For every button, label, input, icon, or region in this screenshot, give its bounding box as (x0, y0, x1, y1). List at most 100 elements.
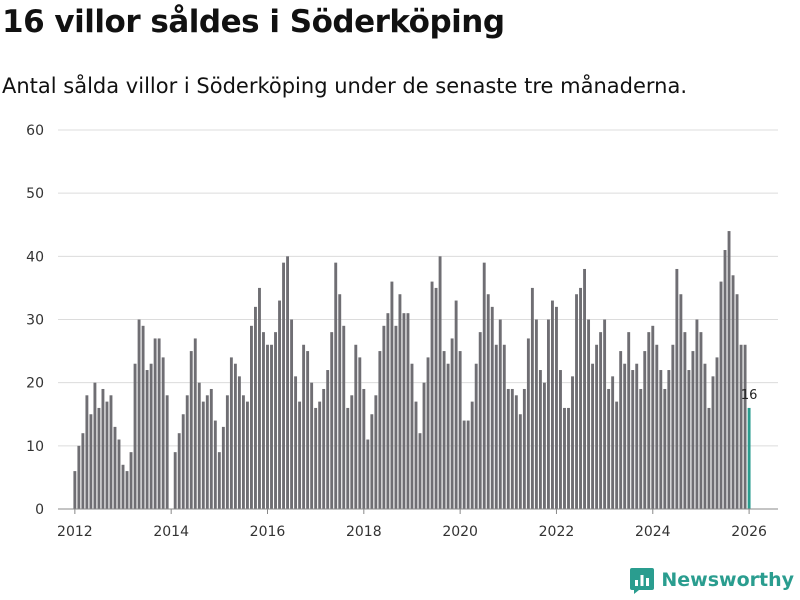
bar (450, 338, 454, 509)
bar (430, 281, 434, 509)
bar (306, 351, 310, 509)
x-tick-label: 2022 (539, 524, 575, 540)
bar (334, 262, 338, 509)
bar (731, 275, 735, 509)
bar (302, 344, 306, 509)
bar (599, 332, 603, 509)
bar (250, 325, 253, 509)
bar (97, 407, 101, 509)
bar (510, 388, 514, 509)
bar (81, 433, 85, 509)
bar (370, 414, 374, 509)
x-tick-label: 2020 (442, 524, 478, 540)
bar (466, 420, 470, 509)
y-tick-label: 10 (26, 439, 44, 455)
y-tick-label: 20 (26, 376, 44, 392)
bar (619, 351, 623, 509)
bar (254, 306, 257, 509)
bar (551, 300, 554, 509)
bar (675, 268, 679, 509)
bar (534, 319, 538, 509)
bar (583, 268, 586, 509)
bar (270, 344, 273, 509)
bar (310, 382, 314, 509)
y-tick-label: 30 (26, 313, 44, 329)
bar (490, 306, 494, 509)
bar (571, 376, 574, 509)
brand-logo: Newsworthy (629, 566, 794, 594)
bar (185, 395, 189, 509)
bar (350, 395, 354, 509)
bar (121, 464, 125, 509)
bar (209, 388, 213, 509)
bar (655, 344, 659, 509)
bar (229, 357, 233, 509)
bar (603, 319, 607, 509)
bar (362, 388, 366, 509)
chart-subtitle: Antal sålda villor i Söderköping under d… (2, 74, 687, 98)
bar (667, 370, 671, 509)
bar (398, 294, 402, 509)
bar (241, 395, 245, 509)
bar (727, 231, 731, 510)
bar (587, 319, 591, 509)
x-tick-label: 2016 (250, 524, 286, 540)
bar (502, 344, 506, 509)
bar (237, 376, 241, 509)
bar (153, 338, 157, 509)
bar (266, 344, 269, 509)
bar (189, 351, 193, 509)
bar (627, 332, 631, 509)
bar (671, 344, 675, 509)
bar (442, 351, 446, 509)
bar (663, 388, 667, 509)
bar (402, 313, 406, 509)
x-tick-label: 2024 (635, 524, 671, 540)
bar (294, 376, 298, 509)
bar (719, 281, 723, 509)
newsworthy-logo-icon (630, 568, 655, 594)
bar (221, 426, 225, 509)
bar (434, 287, 438, 509)
bar (410, 363, 414, 509)
bar (494, 344, 498, 509)
bar (181, 414, 185, 509)
bar (643, 351, 647, 509)
x-tick-label: 2014 (153, 524, 189, 540)
bar (85, 395, 89, 509)
bar (129, 452, 133, 509)
brand-name: Newsworthy (661, 569, 794, 591)
y-tick-label: 50 (26, 186, 44, 202)
bar (542, 382, 546, 509)
bar (683, 332, 687, 509)
bar (691, 351, 695, 509)
bar (338, 294, 342, 509)
bar (233, 363, 237, 509)
bar (342, 325, 346, 509)
bar (687, 370, 691, 509)
bar (145, 370, 149, 509)
bar (149, 363, 153, 509)
bar (165, 395, 169, 509)
bar (639, 388, 643, 509)
bar (518, 414, 522, 509)
bar (326, 370, 330, 509)
bar (707, 407, 711, 509)
bar (530, 287, 534, 509)
bar (258, 287, 261, 509)
bar (201, 401, 205, 509)
bar (651, 325, 655, 509)
bar (591, 363, 595, 509)
bar (314, 407, 318, 509)
bar (699, 332, 703, 509)
bar (346, 407, 350, 509)
bar (213, 420, 217, 509)
bar (498, 319, 502, 509)
bar (506, 388, 510, 509)
bar (555, 306, 558, 509)
bar (278, 300, 281, 509)
bar (217, 452, 221, 509)
x-tick-label: 2026 (731, 524, 767, 540)
bar (173, 452, 177, 509)
bar (567, 407, 570, 509)
